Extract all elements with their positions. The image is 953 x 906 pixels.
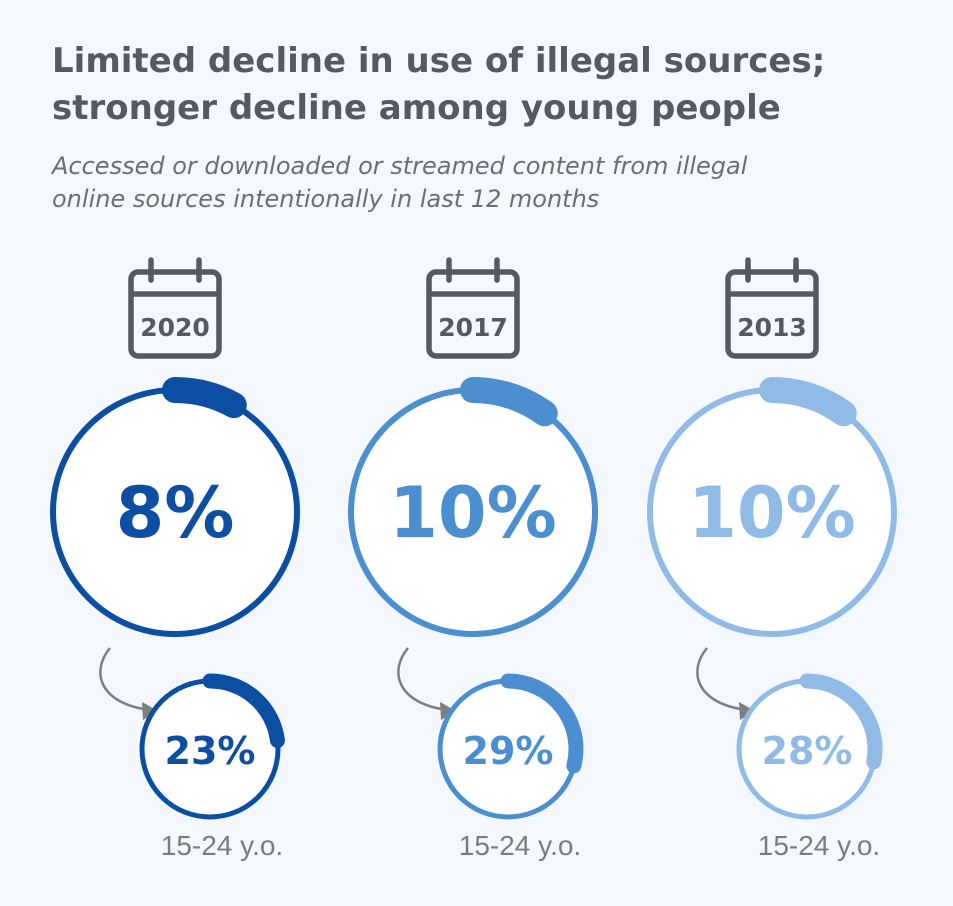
curved-arrow-icon: [696, 647, 748, 712]
calendar-icon: [128, 257, 222, 359]
chart-subtitle-line-2: online sources intentionally in last 12 …: [52, 185, 600, 213]
youth-value-arc: [799, 673, 883, 770]
chart-title-line-1: Limited decline in use of illegal source…: [52, 41, 826, 81]
calendar-icon: [725, 257, 819, 359]
arrow-head-icon: [739, 702, 755, 720]
chart-subtitle: Accessed or downloaded or streamed conte…: [52, 150, 932, 216]
youth-value-label: 28%: [762, 729, 853, 773]
year-label: 2013: [737, 313, 807, 342]
age-group-label: 15-24 y.o.: [459, 830, 581, 861]
age-group-label: 15-24 y.o.: [758, 830, 880, 861]
youth-value-arc: [500, 673, 584, 774]
chart-title-line-2: stronger decline among young people: [52, 88, 781, 128]
chart-subtitle-line-1: Accessed or downloaded or streamed conte…: [52, 152, 748, 180]
youth-value-label: 29%: [463, 729, 554, 773]
curved-arrow-icon: [397, 647, 449, 712]
arrow-head-icon: [440, 702, 456, 720]
main-value-arc: [759, 377, 857, 427]
calendar-icon: [426, 257, 520, 359]
year-label: 2017: [438, 313, 508, 342]
main-value-label: 10%: [389, 472, 557, 554]
main-value-label: 8%: [116, 472, 235, 554]
year-label: 2020: [140, 313, 210, 342]
curved-arrow-icon: [99, 647, 151, 712]
chart-title: Limited decline in use of illegal source…: [52, 38, 932, 132]
main-value-arc: [460, 377, 558, 427]
main-value-arc: [162, 377, 247, 419]
youth-value-label: 23%: [165, 729, 256, 773]
arrow-head-icon: [142, 702, 158, 720]
youth-value-arc: [202, 673, 285, 748]
age-group-label: 15-24 y.o.: [161, 830, 283, 861]
main-value-label: 10%: [688, 472, 856, 554]
